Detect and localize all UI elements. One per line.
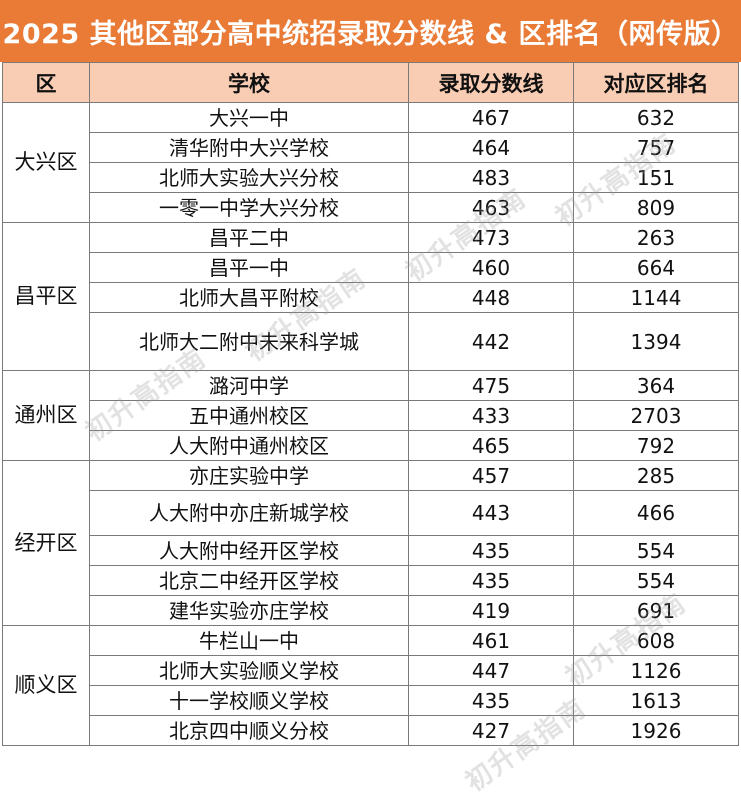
- header-row: 区 学校 录取分数线 对应区排名: [2, 62, 739, 103]
- rank-cell: 466: [573, 490, 739, 536]
- district-cell: 大兴区: [2, 102, 90, 223]
- school-cell: 北京四中顺义分校: [89, 715, 409, 746]
- rank-cell: 285: [573, 460, 739, 491]
- score-cell: 465: [408, 430, 574, 461]
- table-row: 昌平区 昌平二中 473 263: [2, 222, 739, 371]
- school-cell: 亦庄实验中学: [89, 460, 409, 491]
- table-row: 通州区 潞河中学 475 364: [2, 370, 739, 461]
- school-cell: 大兴一中: [89, 102, 409, 133]
- school-cell: 人大附中经开区学校: [89, 535, 409, 566]
- header-school: 学校: [89, 62, 409, 103]
- score-cell: 475: [408, 370, 574, 401]
- rank-cell: 554: [573, 535, 739, 566]
- table-row: 北京四中顺义分校 427 1926: [3, 715, 739, 746]
- rank-cell: 608: [573, 625, 739, 656]
- rank-cell: 1126: [573, 655, 739, 686]
- table-row: 北京二中经开区学校 435 554: [3, 565, 739, 596]
- table-row: 人大附中通州校区 465 792: [3, 430, 739, 461]
- score-cell: 443: [408, 490, 574, 536]
- score-cell: 435: [408, 535, 574, 566]
- table-row: 建华实验亦庄学校 419 691: [3, 595, 739, 626]
- table-row: 北师大昌平附校 448 1144: [3, 282, 739, 313]
- rank-cell: 664: [573, 252, 739, 283]
- table-row: 一零一中学大兴分校 463 809: [3, 192, 739, 223]
- table-row: 北师大实验顺义学校 447 1126: [3, 655, 739, 686]
- rank-cell: 809: [573, 192, 739, 223]
- school-cell: 五中通州校区: [89, 400, 409, 431]
- score-cell: 463: [408, 192, 574, 223]
- table-row: 人大附中亦庄新城学校 443 466: [3, 490, 739, 536]
- rank-cell: 1613: [573, 685, 739, 716]
- score-cell: 464: [408, 132, 574, 163]
- rank-cell: 691: [573, 595, 739, 626]
- score-cell: 447: [408, 655, 574, 686]
- rank-cell: 554: [573, 565, 739, 596]
- table-row: 十一学校顺义学校 435 1613: [3, 685, 739, 716]
- rank-cell: 757: [573, 132, 739, 163]
- table-row: 顺义区 牛栏山一中 461 608: [2, 625, 739, 746]
- rank-cell: 2703: [573, 400, 739, 431]
- district-cell: 经开区: [2, 460, 90, 626]
- rank-cell: 263: [573, 222, 739, 253]
- header-rank: 对应区排名: [573, 62, 739, 103]
- page-title: 2025 其他区部分高中统招录取分数线 & 区排名（网传版）: [0, 0, 741, 62]
- school-cell: 昌平一中: [89, 252, 409, 283]
- school-cell: 北京二中经开区学校: [89, 565, 409, 596]
- score-cell: 460: [408, 252, 574, 283]
- header-district: 区: [2, 62, 90, 103]
- school-cell: 人大附中通州校区: [89, 430, 409, 461]
- school-cell: 一零一中学大兴分校: [89, 192, 409, 223]
- rank-cell: 1144: [573, 282, 739, 313]
- table-row: 清华附中大兴学校 464 757: [3, 132, 739, 163]
- school-cell: 北师大实验大兴分校: [89, 162, 409, 193]
- table-row: 大兴区 大兴一中 467 632: [2, 102, 739, 223]
- header-score: 录取分数线: [408, 62, 574, 103]
- table-row: 人大附中经开区学校 435 554: [3, 535, 739, 566]
- score-cell: 461: [408, 625, 574, 656]
- score-cell: 433: [408, 400, 574, 431]
- school-cell: 北师大昌平附校: [89, 282, 409, 313]
- score-cell: 467: [408, 102, 574, 133]
- score-cell: 427: [408, 715, 574, 746]
- district-cell: 通州区: [2, 370, 90, 461]
- rank-cell: 364: [573, 370, 739, 401]
- score-cell: 419: [408, 595, 574, 626]
- score-cell: 473: [408, 222, 574, 253]
- score-cell: 457: [408, 460, 574, 491]
- score-cell: 442: [408, 312, 574, 371]
- rank-cell: 632: [573, 102, 739, 133]
- school-cell: 潞河中学: [89, 370, 409, 401]
- school-cell: 清华附中大兴学校: [89, 132, 409, 163]
- score-table: 区 学校 录取分数线 对应区排名 大兴区 大兴一中 467 632 清华附中大兴…: [2, 62, 739, 746]
- table-row: 经开区 亦庄实验中学 457 285: [2, 460, 739, 626]
- table-row: 北师大二附中未来科学城 442 1394: [3, 312, 739, 371]
- school-cell: 十一学校顺义学校: [89, 685, 409, 716]
- school-cell: 牛栏山一中: [89, 625, 409, 656]
- school-cell: 北师大实验顺义学校: [89, 655, 409, 686]
- district-cell: 昌平区: [2, 222, 90, 371]
- district-cell: 顺义区: [2, 625, 90, 746]
- school-cell: 北师大二附中未来科学城: [89, 312, 409, 371]
- score-cell: 483: [408, 162, 574, 193]
- rank-cell: 1926: [573, 715, 739, 746]
- table-row: 五中通州校区 433 2703: [3, 400, 739, 431]
- table-row: 北师大实验大兴分校 483 151: [3, 162, 739, 193]
- score-cell: 435: [408, 565, 574, 596]
- rank-cell: 1394: [573, 312, 739, 371]
- rank-cell: 151: [573, 162, 739, 193]
- score-cell: 435: [408, 685, 574, 716]
- school-cell: 昌平二中: [89, 222, 409, 253]
- school-cell: 建华实验亦庄学校: [89, 595, 409, 626]
- table-row: 昌平一中 460 664: [3, 252, 739, 283]
- score-cell: 448: [408, 282, 574, 313]
- rank-cell: 792: [573, 430, 739, 461]
- school-cell: 人大附中亦庄新城学校: [89, 490, 409, 536]
